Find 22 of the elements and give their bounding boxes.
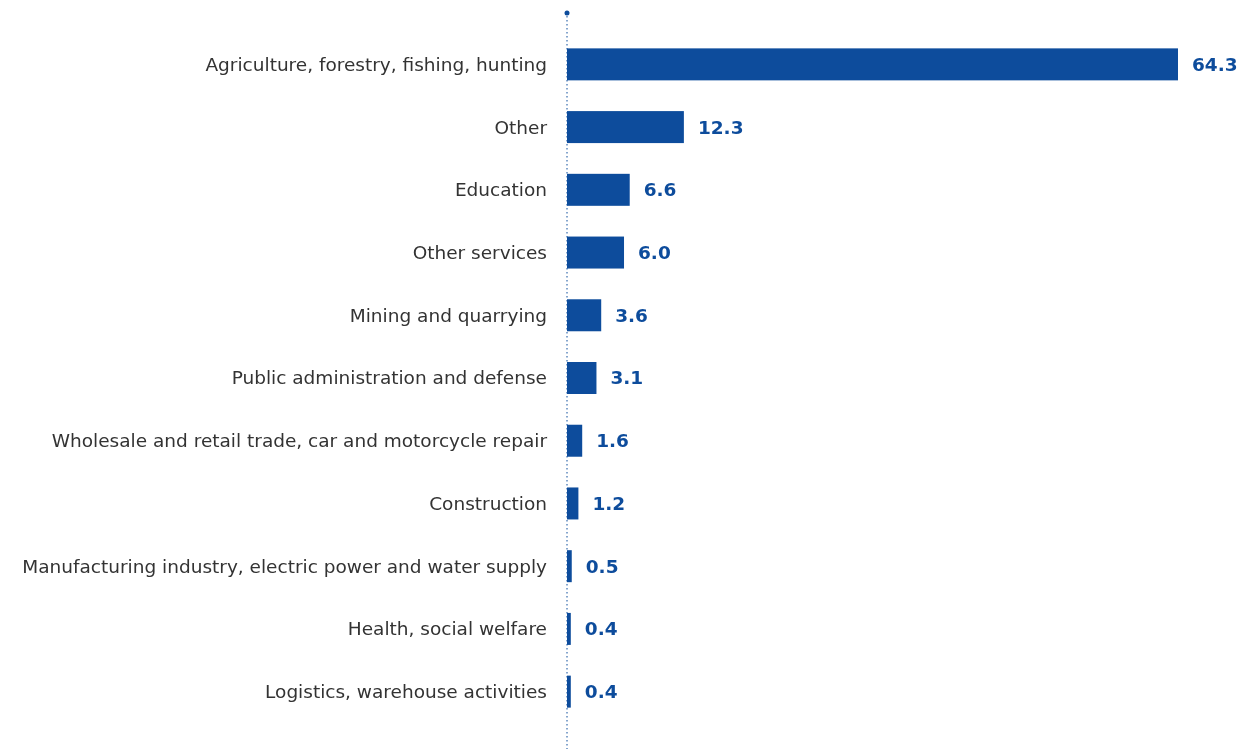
y-tick-label: Education [454,179,547,201]
data-label: 1.6 [596,430,629,452]
data-label: 12.3 [697,116,744,138]
data-label: 6.0 [638,242,671,264]
data-label: 64.3 [1192,53,1238,75]
y-tick-label: Wholesale and retail trade, car and motorcycle repair [51,430,548,452]
data-label: 6.6 [643,179,677,201]
y-tick-label: Health, social welfare [347,618,547,640]
data-label: 3.1 [610,367,644,389]
y-tick-label: Manufacturing industry, electric power and water supply [22,555,548,577]
y-tick-label: Construction [429,492,547,514]
data-label: 3.6 [615,304,648,326]
data-label: 0.4 [584,618,618,640]
y-tick-label: Logistics, warehouse activities [265,681,547,703]
y-tick-label: Other [494,116,548,138]
y-tick-label: Other services [412,242,547,264]
data-label: 1.2 [592,492,626,514]
y-tick-label: Public administration and defense [231,367,547,389]
y-tick-label: Mining and quarrying [349,304,547,326]
data-label: 0.4 [584,681,618,703]
data-label: 0.5 [585,555,619,577]
y-tick-label: Agriculture, forestry, fishing, hunting [205,53,547,75]
